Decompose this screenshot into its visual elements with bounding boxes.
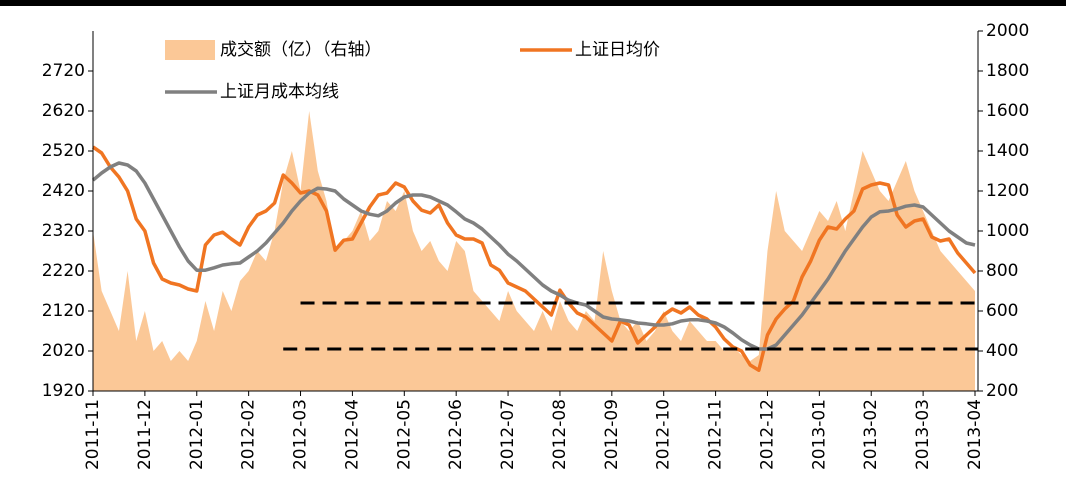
x-tick-label: 2013-03 xyxy=(913,399,933,470)
y2-tick-label: 1800 xyxy=(986,61,1029,81)
x-tick-label: 2013-01 xyxy=(809,399,829,470)
y-tick-label: 1920 xyxy=(42,381,85,401)
y2-tick-label: 1400 xyxy=(986,141,1029,161)
top-rule xyxy=(0,0,1066,6)
x-tick-label: 2012-02 xyxy=(239,399,259,470)
y2-tick-label: 2000 xyxy=(986,21,1029,41)
x-tick-label: 2012-03 xyxy=(291,399,311,470)
x-tick-label: 2012-01 xyxy=(187,399,207,470)
y-tick-label: 2320 xyxy=(42,221,85,241)
volume-area xyxy=(93,111,975,391)
y2-tick-label: 1000 xyxy=(986,221,1029,241)
x-tick-label: 2013-04 xyxy=(965,399,985,470)
y2-tick-label: 200 xyxy=(986,381,1018,401)
x-tick-label: 2011-11 xyxy=(83,399,103,470)
x-tick-label: 2012-06 xyxy=(446,399,466,470)
y-tick-label: 2520 xyxy=(42,141,85,161)
series-line xyxy=(91,161,976,351)
series-line xyxy=(92,145,977,372)
y-tick-label: 2420 xyxy=(42,181,85,201)
y-tick-label: 2620 xyxy=(42,101,85,121)
y2-tick-label: 600 xyxy=(986,301,1018,321)
x-tick-label: 2012-07 xyxy=(498,399,518,470)
legend-label: 成交额（亿）（右轴） xyxy=(220,40,382,60)
y2-tick-label: 1600 xyxy=(986,101,1029,121)
x-tick-label: 2012-12 xyxy=(757,399,777,470)
y-tick-label: 2020 xyxy=(42,341,85,361)
y-tick-label: 2120 xyxy=(42,301,85,321)
legend-label: 上证日均价 xyxy=(575,40,660,60)
x-tick-label: 2012-09 xyxy=(602,399,622,470)
x-tick-label: 2012-08 xyxy=(550,399,570,470)
x-tick-label: 2012-05 xyxy=(394,399,414,470)
y-tick-label: 2220 xyxy=(42,261,85,281)
legend-label: 上证月成本均线 xyxy=(220,82,339,102)
x-tick-label: 2012-11 xyxy=(706,399,726,470)
y2-tick-label: 1200 xyxy=(986,181,1029,201)
legend-swatch xyxy=(165,40,215,60)
x-tick-label: 2012-04 xyxy=(342,399,362,470)
y2-tick-label: 800 xyxy=(986,261,1018,281)
x-tick-label: 2012-10 xyxy=(654,399,674,470)
x-tick-label: 2013-02 xyxy=(861,399,881,470)
y-tick-label: 2720 xyxy=(42,61,85,81)
y2-tick-label: 400 xyxy=(986,341,1018,361)
x-tick-label: 2011-12 xyxy=(135,399,155,470)
